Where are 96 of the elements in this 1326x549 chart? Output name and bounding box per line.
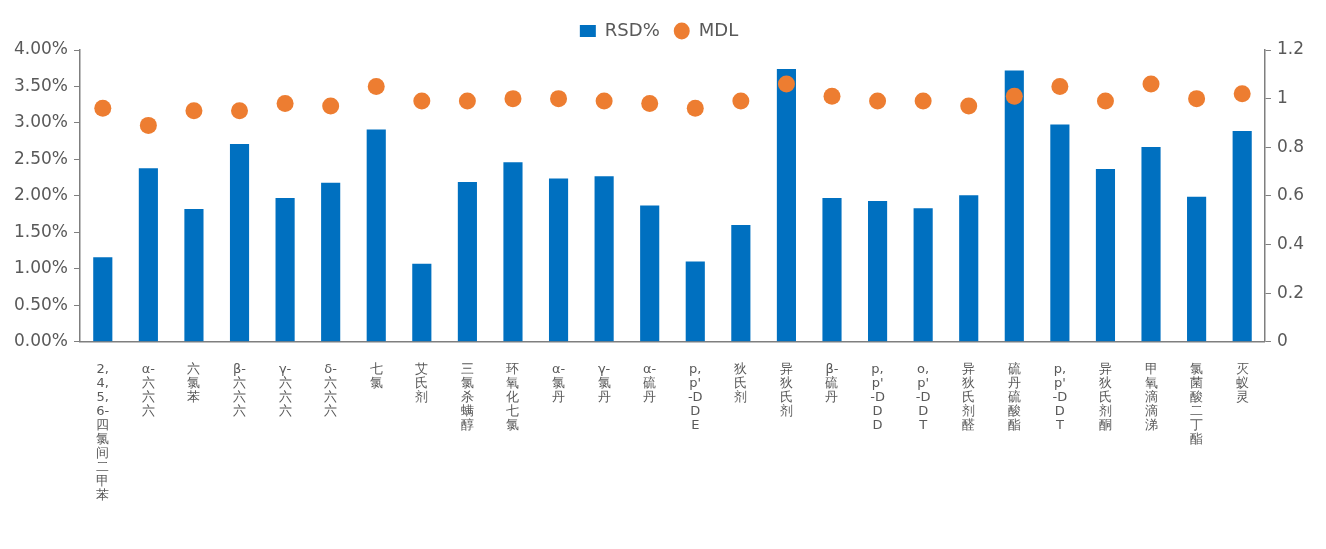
bar xyxy=(1232,130,1252,342)
x-tick-label: γ-六六六 xyxy=(278,361,292,418)
point xyxy=(322,97,340,115)
bar xyxy=(548,178,569,342)
x-tick-label: 氯菌酸二丁酯 xyxy=(1190,361,1204,446)
category-label: 2,4,5,6-四氯间二甲苯 xyxy=(96,361,110,502)
point xyxy=(550,90,568,108)
point xyxy=(686,99,704,117)
y2-tick-label: 0.8 xyxy=(1276,135,1305,156)
point xyxy=(960,97,978,115)
x-tick-label: p,p'-DDT xyxy=(1052,361,1068,432)
legend-label: RSD% xyxy=(604,18,660,40)
x-tick-label: 狄氏剂 xyxy=(734,361,748,404)
y-tick-label: 3.50% xyxy=(13,74,68,95)
bar xyxy=(321,182,341,342)
bar xyxy=(138,168,158,342)
bar xyxy=(913,208,933,342)
x-tick-label: 三氯杀螨醇 xyxy=(460,361,474,432)
bar xyxy=(868,201,888,342)
bar xyxy=(640,205,660,342)
y2-tick-label: 0 xyxy=(1276,330,1288,351)
bar xyxy=(275,198,295,342)
y-tick-label: 2.00% xyxy=(13,184,68,205)
x-tick-label: 灭蚁灵 xyxy=(1235,361,1249,404)
point xyxy=(504,90,522,108)
bar xyxy=(1095,168,1116,342)
bar xyxy=(959,195,979,342)
x-tick-label: 六氯苯 xyxy=(187,361,201,404)
point xyxy=(231,102,249,120)
x-tick-label: 七氯 xyxy=(369,361,383,390)
bar xyxy=(93,257,113,342)
x-tick-label: o,p'-DDT xyxy=(915,361,931,432)
point xyxy=(367,77,385,95)
legend-label: MDL xyxy=(698,18,739,40)
bar xyxy=(184,209,204,342)
bar xyxy=(1004,70,1024,342)
bar xyxy=(731,225,751,342)
y-tick-label: 1.00% xyxy=(13,257,68,278)
point xyxy=(185,102,203,120)
y-tick-label: 2.50% xyxy=(13,147,68,168)
point xyxy=(1096,92,1114,110)
x-tick-label: 硫丹硫酸酯 xyxy=(1007,361,1021,432)
point xyxy=(1233,85,1251,103)
bar xyxy=(503,162,523,342)
point xyxy=(139,116,157,134)
y-tick-label: 0.00% xyxy=(13,330,68,351)
point xyxy=(777,75,795,93)
x-tick-label: δ-六六六 xyxy=(324,361,338,418)
bar xyxy=(594,176,614,342)
x-tick-label: p,p'-DDD xyxy=(870,361,885,432)
y2-tick-label: 1 xyxy=(1276,87,1288,108)
point xyxy=(595,92,613,110)
point xyxy=(1188,90,1206,108)
bar xyxy=(685,261,705,342)
point xyxy=(914,92,932,110)
bar xyxy=(1141,147,1161,342)
y-tick-label: 3.00% xyxy=(13,111,68,132)
x-tick-label: 异狄氏剂酮 xyxy=(1098,361,1112,432)
x-tick-label: 异狄氏剂醛 xyxy=(962,361,976,432)
x-tick-label: 艾氏剂 xyxy=(415,361,429,404)
x-tick-label: α-硫丹 xyxy=(643,361,657,404)
bar xyxy=(366,129,386,342)
bar xyxy=(412,263,432,342)
point xyxy=(1005,87,1023,105)
bar xyxy=(229,144,250,342)
x-tick-label: p,p'-DDE xyxy=(687,361,703,432)
point xyxy=(94,99,112,117)
y-tick-label: 4.00% xyxy=(13,38,68,59)
x-tick-label: 甲氧滴滴涕 xyxy=(1144,361,1158,432)
x-tick-label: β-六六六 xyxy=(233,361,247,418)
y2-tick-label: 0.2 xyxy=(1276,281,1305,302)
y2-tick-label: 0.6 xyxy=(1276,184,1305,205)
point xyxy=(823,87,841,105)
x-tick-label: α-六六六 xyxy=(141,361,155,418)
bar xyxy=(457,182,477,342)
y-tick-label: 1.50% xyxy=(13,220,68,241)
x-tick-label: α-氯丹 xyxy=(551,361,566,404)
y-tick-label: 0.50% xyxy=(13,293,68,314)
point xyxy=(732,92,750,110)
x-tick-label: 异狄氏剂 xyxy=(779,361,793,418)
point xyxy=(1051,77,1069,95)
point xyxy=(641,95,659,112)
bar xyxy=(1050,124,1070,342)
x-tick-label: 环氧化七氯 xyxy=(506,361,520,432)
point xyxy=(869,92,887,110)
point xyxy=(413,92,431,110)
y2-tick-label: 1.2 xyxy=(1276,38,1305,59)
bar xyxy=(776,68,796,342)
bar xyxy=(822,198,842,342)
point xyxy=(458,92,476,110)
x-tick-label: γ-氯丹 xyxy=(597,361,611,404)
bar xyxy=(1187,196,1207,342)
point xyxy=(276,95,294,112)
point xyxy=(1142,75,1160,93)
y2-tick-label: 0.4 xyxy=(1276,232,1305,253)
x-tick-label: β-硫丹 xyxy=(825,361,839,404)
